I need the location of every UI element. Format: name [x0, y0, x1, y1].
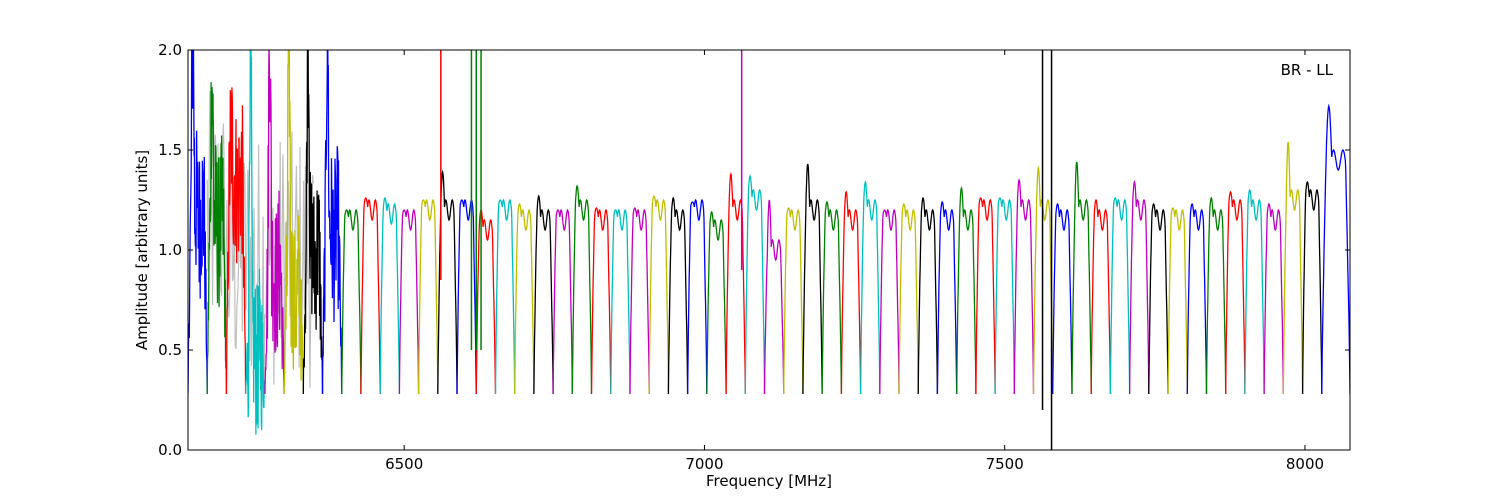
channel-56-series [1263, 203, 1284, 395]
plot-frame [187, 49, 1351, 451]
channel-55-series [1244, 188, 1265, 395]
x-tick-label: 6500 [385, 455, 423, 473]
channel-46-series [1071, 161, 1092, 395]
channel-29-series [744, 174, 766, 395]
channel-33-series [821, 200, 843, 395]
y-tick-label: 2.0 [158, 41, 182, 59]
channel-52-series [1186, 203, 1208, 395]
annotation-label: BR - LL [1281, 61, 1334, 79]
channel-38-series [917, 196, 939, 395]
channel-37-series [898, 202, 919, 395]
channel-39-series [936, 200, 958, 395]
channel-42-series [994, 197, 1015, 395]
y-tick-label: 1.5 [158, 141, 182, 159]
channel-4-series [264, 50, 285, 395]
channel-27-series [706, 210, 727, 395]
channel-25-series [667, 196, 689, 395]
channel-35-series [859, 180, 881, 395]
channel-20-series [571, 184, 593, 395]
channel-15-series [475, 208, 497, 395]
channel-49-series [1128, 180, 1150, 395]
channel-21-series [590, 207, 612, 395]
channel-47-series [1090, 198, 1112, 395]
channel-57-series [1282, 141, 1304, 395]
channel-43-series [1013, 177, 1035, 395]
channel-6-series [302, 50, 324, 395]
channel-54-series [1225, 190, 1246, 395]
x-tick-label: 7500 [986, 455, 1024, 473]
channel-26-series [686, 198, 708, 395]
channel-3-series [244, 50, 266, 435]
channel-11-series [398, 208, 420, 395]
channel-22-series [610, 208, 631, 395]
channel-24-series [648, 195, 670, 395]
x-axis-label: Frequency [MHz] [706, 472, 832, 490]
channel-40-series [956, 186, 977, 395]
channel-23-series [629, 207, 650, 395]
channel-10-series [379, 197, 401, 395]
channel-17-series [514, 202, 535, 395]
y-tick-label: 1.0 [158, 241, 182, 259]
channel-0-series [188, 50, 208, 395]
channel-59-series [1321, 103, 1350, 395]
channel-9-series [360, 197, 381, 395]
channel-30-series [763, 199, 785, 395]
channel-36-series [879, 208, 900, 395]
channel-8-series [341, 208, 362, 395]
channel-32-series [802, 163, 823, 395]
plot-area [188, 50, 1350, 450]
y-axis: 0.0 0.5 1.0 1.5 2.0 [158, 41, 1350, 459]
channel-18-series [533, 194, 554, 395]
x-tick-label: 7000 [685, 455, 723, 473]
channel-34-series [840, 190, 862, 395]
y-axis-label: Amplitude [arbitrary units] [133, 150, 151, 350]
channel-19-series [552, 208, 573, 395]
channel-16-series [494, 198, 516, 395]
channel-45-series [1052, 203, 1073, 395]
channel-50-series [1148, 203, 1169, 395]
channel-48-series [1109, 197, 1131, 395]
channel-2-series [225, 87, 247, 395]
channel-1-series [206, 82, 228, 395]
channel-41-series [975, 197, 996, 395]
channel-7-series [321, 50, 343, 395]
x-axis: 6500 7000 7500 8000 [385, 50, 1324, 473]
y-tick-label: 0.0 [158, 441, 182, 459]
channel-58-series [1301, 180, 1323, 395]
channel-53-series [1205, 196, 1227, 395]
channel-14-series [456, 198, 477, 395]
channel-5-series [283, 50, 304, 395]
channel-12-series [417, 198, 439, 395]
channel-31-series [783, 207, 804, 395]
x-tick-label: 8000 [1286, 455, 1324, 473]
channel-51-series [1167, 207, 1188, 395]
y-tick-label: 0.5 [158, 341, 182, 359]
